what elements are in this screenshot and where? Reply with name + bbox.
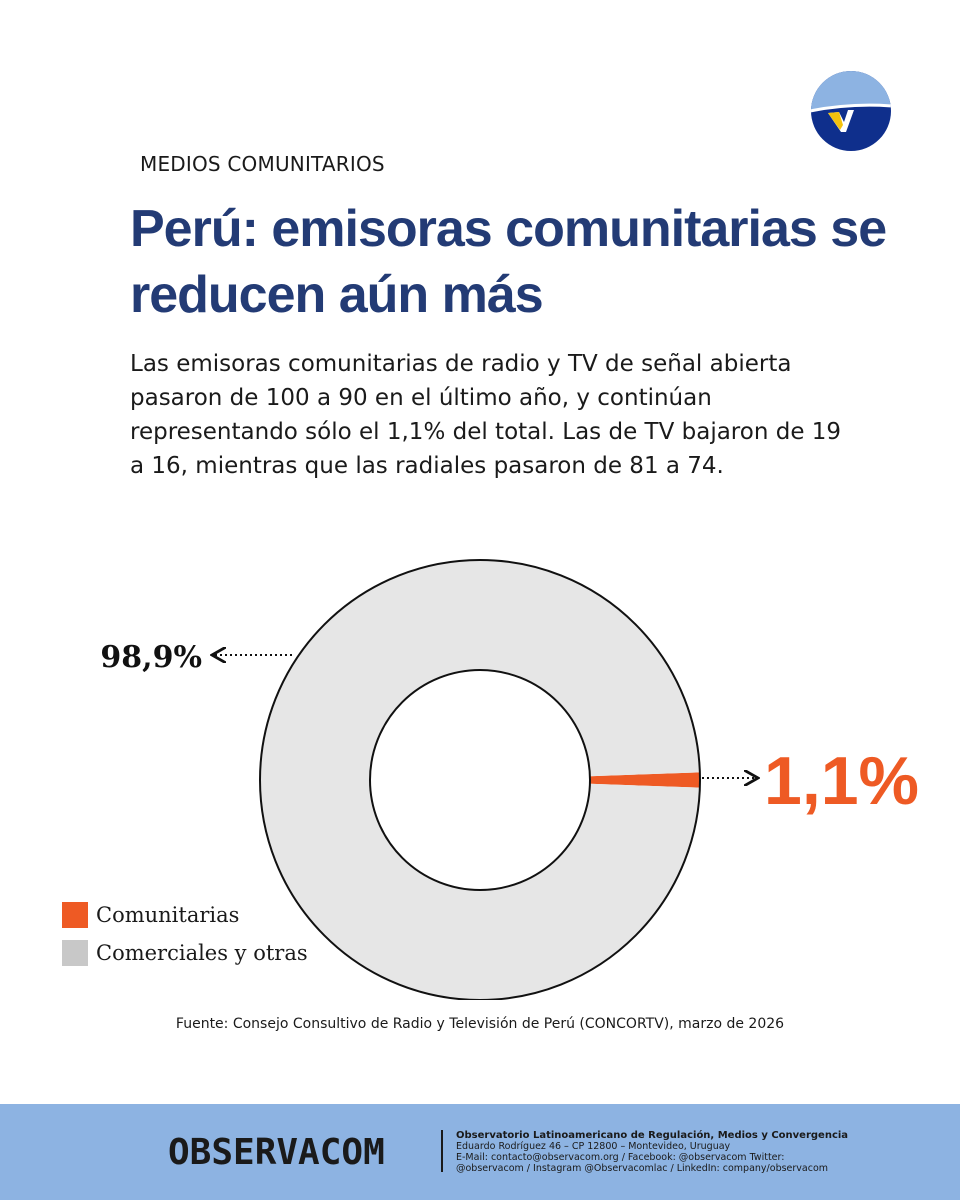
donut-chart: 98,9% 1,1% — [100, 559, 919, 1000]
donut-inner-ring — [369, 669, 591, 891]
source-note: Fuente: Consejo Consultivo de Radio y Te… — [175, 1016, 785, 1032]
lead-paragraph: Las emisoras comunitarias de radio y TV … — [130, 351, 842, 479]
legend-swatch-comerciales — [62, 940, 88, 966]
donut-slice-comunitarias — [589, 772, 700, 788]
org-contact-line1: E-Mail: contacto@observacom.org / Facebo… — [456, 1152, 785, 1163]
legend-item-comunitarias: Comunitarias — [62, 896, 308, 934]
legend-label-comerciales: Comerciales y otras — [96, 941, 308, 965]
brand-wordmark: OBSERVACOM — [168, 1132, 385, 1173]
legend-swatch-comunitarias — [62, 902, 88, 928]
chart-legend: Comunitarias Comerciales y otras — [62, 896, 308, 972]
org-address: Eduardo Rodríguez 46 – CP 12800 – Montev… — [456, 1141, 731, 1152]
donut-slice-comerciales-y-otras — [259, 560, 700, 1000]
kicker-label: MEDIOS COMUNITARIOS — [140, 152, 385, 176]
footer-divider — [441, 1130, 443, 1172]
org-contact-line2: @observacom / Instagram @Observacomlac /… — [456, 1163, 829, 1174]
footer-info: Observatorio Latinoamericano de Regulaci… — [456, 1130, 916, 1174]
donut-outer-ring — [259, 559, 701, 1000]
org-name: Observatorio Latinoamericano de Regulaci… — [456, 1130, 849, 1141]
legend-label-comunitarias: Comunitarias — [96, 903, 240, 927]
observacom-logo-icon — [811, 71, 891, 151]
page-title: Perú: emisoras comunitarias se reducen a… — [130, 200, 887, 324]
data-label-comerciales: 98,9% — [100, 640, 202, 675]
data-label-comunitarias: 1,1% — [764, 743, 919, 819]
legend-item-comerciales: Comerciales y otras — [62, 934, 308, 972]
footer-bar — [0, 1104, 960, 1200]
